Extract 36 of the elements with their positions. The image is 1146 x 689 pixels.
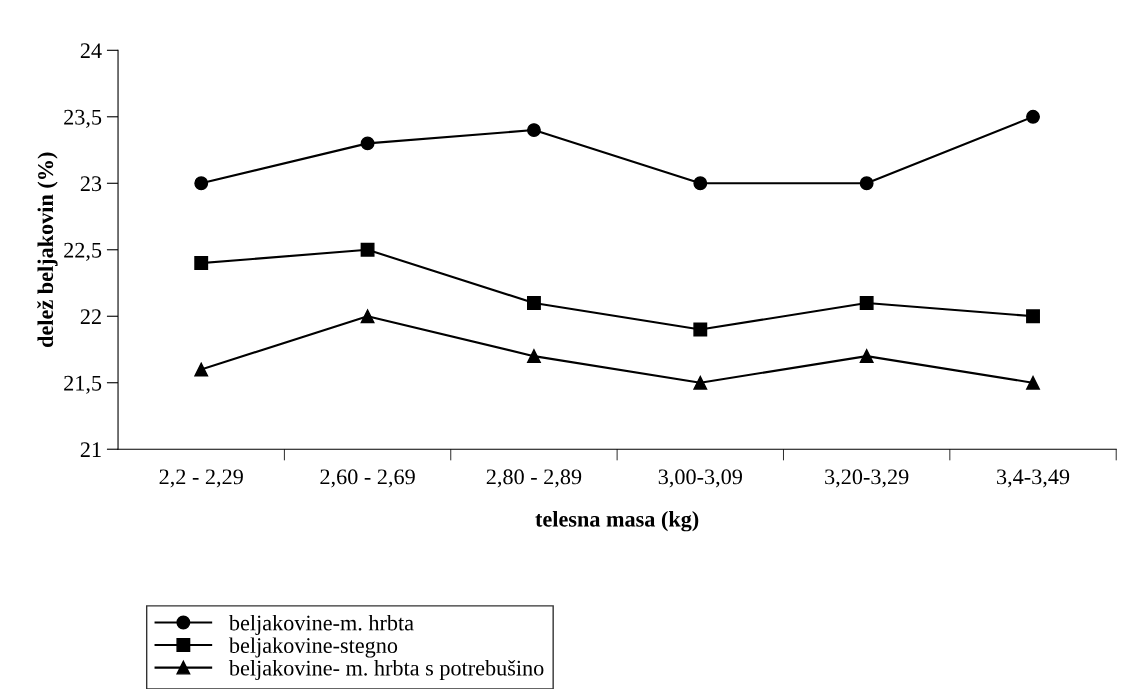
point	[859, 296, 874, 310]
point	[693, 375, 708, 390]
legend-label: beljakovine-stegno	[228, 637, 398, 658]
point	[1026, 309, 1040, 324]
y-axis-title: delež beljakovin (%)	[37, 152, 58, 347]
point	[693, 176, 708, 191]
point	[360, 136, 375, 151]
x-tick-label: 2,60 - 2,69	[320, 469, 415, 488]
y-tick-label: 22,5	[64, 242, 102, 261]
point	[526, 123, 541, 138]
x-tick-label: 3,00-3,09	[658, 469, 742, 488]
y-tick-label: 22	[80, 309, 101, 324]
y-tick-label: 21,5	[64, 375, 102, 394]
y-tick-label: 23	[80, 176, 102, 192]
x-tick-label: 2,80 - 2,89	[486, 469, 582, 488]
point	[194, 176, 209, 191]
point	[526, 296, 541, 310]
point	[859, 176, 874, 191]
x-axis-title: telesna masa (kg)	[535, 511, 699, 532]
x-tick-label: 3,4-3,49	[997, 469, 1070, 488]
point	[194, 256, 209, 271]
point	[526, 349, 541, 364]
y-tick-label: 23,5	[64, 109, 102, 128]
y-tick-label: 24	[80, 43, 102, 59]
legend-label: beljakovine- m. hrbta s potrebušino	[228, 659, 544, 681]
point	[1026, 109, 1040, 124]
point	[360, 242, 375, 257]
y-tick-label: 21	[80, 442, 101, 457]
x-tick-label: 3,20-3,29	[825, 469, 909, 488]
point	[1026, 375, 1040, 390]
legend-label: beljakovine-m. hrbta	[228, 614, 414, 636]
point	[194, 362, 209, 377]
point	[360, 309, 375, 324]
x-tick-label: 2,2 - 2,29	[159, 469, 243, 488]
point	[693, 322, 708, 337]
point	[859, 349, 874, 364]
